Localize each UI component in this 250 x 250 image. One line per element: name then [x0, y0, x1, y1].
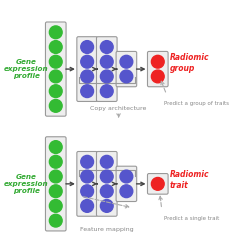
Circle shape — [81, 170, 94, 183]
FancyBboxPatch shape — [96, 152, 117, 216]
Circle shape — [50, 100, 62, 112]
Circle shape — [152, 178, 164, 190]
Circle shape — [50, 185, 62, 198]
FancyBboxPatch shape — [77, 37, 98, 102]
Text: Radiomic
trait: Radiomic trait — [170, 170, 209, 190]
Circle shape — [100, 70, 113, 83]
Text: Predict a single trait: Predict a single trait — [164, 216, 219, 221]
Circle shape — [100, 55, 113, 68]
Text: Gene
expression
profile: Gene expression profile — [4, 174, 49, 194]
FancyBboxPatch shape — [77, 152, 98, 216]
FancyBboxPatch shape — [148, 52, 168, 87]
Circle shape — [50, 156, 62, 168]
Text: Feature mapping: Feature mapping — [80, 227, 134, 232]
FancyBboxPatch shape — [96, 37, 117, 102]
Circle shape — [50, 26, 62, 39]
FancyBboxPatch shape — [148, 174, 168, 194]
Circle shape — [50, 200, 62, 212]
FancyBboxPatch shape — [46, 22, 66, 116]
Text: Copy architecture: Copy architecture — [90, 106, 147, 111]
Circle shape — [50, 85, 62, 98]
Circle shape — [81, 85, 94, 98]
Circle shape — [120, 55, 133, 68]
Circle shape — [152, 55, 164, 68]
Circle shape — [100, 185, 113, 198]
Circle shape — [50, 55, 62, 68]
Circle shape — [100, 200, 113, 212]
Circle shape — [100, 156, 113, 168]
Text: Gene
expression
profile: Gene expression profile — [4, 59, 49, 79]
Circle shape — [152, 70, 164, 83]
Circle shape — [50, 141, 62, 154]
Circle shape — [50, 41, 62, 54]
Circle shape — [120, 170, 133, 183]
Circle shape — [100, 85, 113, 98]
Circle shape — [81, 70, 94, 83]
Circle shape — [81, 55, 94, 68]
FancyBboxPatch shape — [46, 137, 66, 231]
Circle shape — [120, 70, 133, 83]
Circle shape — [50, 70, 62, 83]
Circle shape — [81, 185, 94, 198]
Circle shape — [81, 156, 94, 168]
Circle shape — [81, 200, 94, 212]
Text: Radiomic
group: Radiomic group — [170, 54, 209, 73]
Circle shape — [120, 185, 133, 198]
Text: Predict a group of traits: Predict a group of traits — [164, 102, 228, 106]
FancyBboxPatch shape — [116, 52, 137, 87]
Circle shape — [50, 214, 62, 227]
Circle shape — [81, 41, 94, 54]
Circle shape — [100, 41, 113, 54]
FancyBboxPatch shape — [116, 166, 137, 202]
Circle shape — [100, 170, 113, 183]
Circle shape — [50, 170, 62, 183]
